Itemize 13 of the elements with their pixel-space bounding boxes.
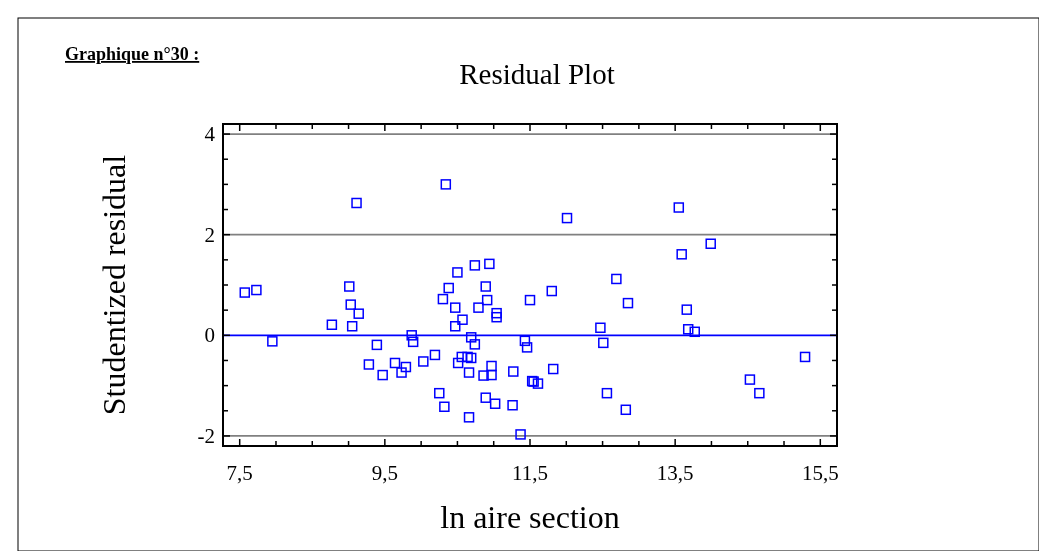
y-tick-label: 4 xyxy=(204,122,216,147)
chart-title: Residual Plot xyxy=(459,58,615,90)
x-tick-label: 7,5 xyxy=(226,461,253,485)
y-axis-title: Studentized residual xyxy=(96,154,132,416)
text: Graphique n°30 : xyxy=(65,44,200,64)
x-tick-label: 15,5 xyxy=(801,461,839,485)
y-tick-label: 0 xyxy=(204,323,215,348)
x-tick-label: 11,5 xyxy=(512,461,548,485)
x-axis-title: ln aire section xyxy=(440,499,620,535)
y-tick-label: -2 xyxy=(197,423,215,448)
x-tick-label: 13,5 xyxy=(656,461,694,485)
y-tick-label: 2 xyxy=(204,222,215,247)
x-tick-label: 9,5 xyxy=(371,461,398,485)
